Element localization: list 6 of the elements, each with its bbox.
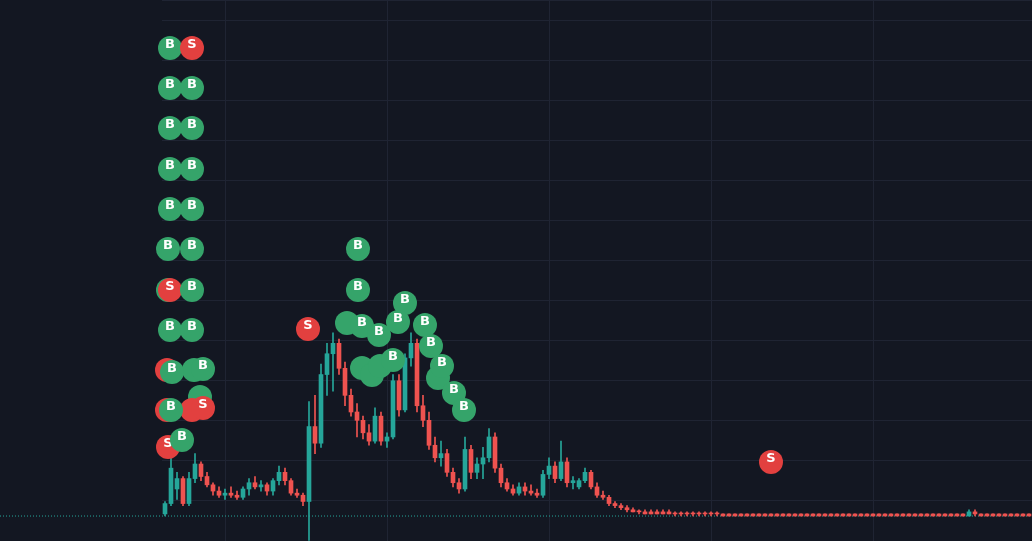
annotation: B [177, 428, 187, 443]
text: B [420, 313, 430, 328]
annotation: S [163, 435, 173, 450]
text: B [400, 291, 410, 306]
annotation: B [449, 381, 459, 396]
annotation: B [426, 334, 436, 349]
